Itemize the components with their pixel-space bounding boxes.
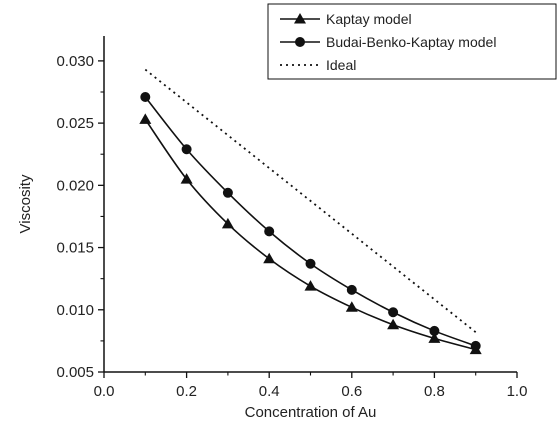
legend-label: Budai-Benko-Kaptay model (326, 34, 496, 50)
legend-label: Kaptay model (326, 11, 412, 27)
y-tick-label: 0.030 (56, 53, 94, 70)
x-tick-label: 1.0 (507, 383, 528, 400)
y-axis-ticks: 0.005 0.010 0.015 0.020 0.025 0.030 (56, 53, 104, 381)
data-point (180, 173, 193, 184)
series-0 (139, 113, 482, 355)
legend-marker (294, 13, 306, 24)
data-point (263, 252, 276, 264)
series-1 (140, 91, 481, 351)
data-point (139, 113, 152, 124)
data-point (181, 144, 192, 155)
x-tick-label: 0.2 (176, 383, 197, 400)
y-axis-title: Viscosity (17, 174, 34, 233)
x-tick-label: 0.4 (259, 383, 280, 400)
data-point (140, 91, 151, 102)
y-tick-label: 0.005 (56, 364, 94, 381)
series-line (144, 96, 476, 347)
data-point (304, 280, 317, 291)
plot-area (103, 36, 517, 373)
x-axis-ticks: 0.0 0.2 0.4 0.6 0.8 1.0 (94, 372, 528, 400)
series-line (144, 68, 477, 333)
legend-item-1: Budai-Benko-Kaptay model (280, 34, 496, 50)
y-tick-label: 0.025 (56, 115, 94, 132)
series-2 (144, 68, 477, 333)
data-point (428, 332, 441, 343)
data-point (305, 258, 316, 269)
data-point (222, 187, 233, 198)
data-point (345, 301, 358, 312)
y-tick-label: 0.015 (56, 240, 94, 257)
legend-item-2: Ideal (280, 57, 356, 73)
data-point (387, 318, 400, 330)
x-axis-title: Concentration of Au (245, 404, 377, 421)
axes-frame (104, 36, 517, 372)
series-layer (139, 68, 482, 355)
data-point (221, 217, 234, 229)
series-line (144, 118, 476, 351)
data-point (388, 307, 399, 318)
legend-item-0: Kaptay model (280, 11, 412, 27)
legend: Kaptay model Budai-Benko-Kaptay model Idea… (267, 3, 557, 80)
legend-marker (295, 37, 305, 47)
x-tick-label: 0.6 (341, 383, 362, 400)
x-tick-label: 0.0 (94, 383, 115, 400)
legend-label: Ideal (326, 57, 356, 73)
x-tick-label: 0.8 (424, 383, 445, 400)
data-point (264, 226, 275, 237)
data-point (470, 340, 481, 351)
y-tick-label: 0.020 (56, 177, 94, 194)
data-point (346, 284, 357, 295)
y-tick-label: 0.010 (56, 302, 94, 319)
data-point (429, 325, 440, 336)
